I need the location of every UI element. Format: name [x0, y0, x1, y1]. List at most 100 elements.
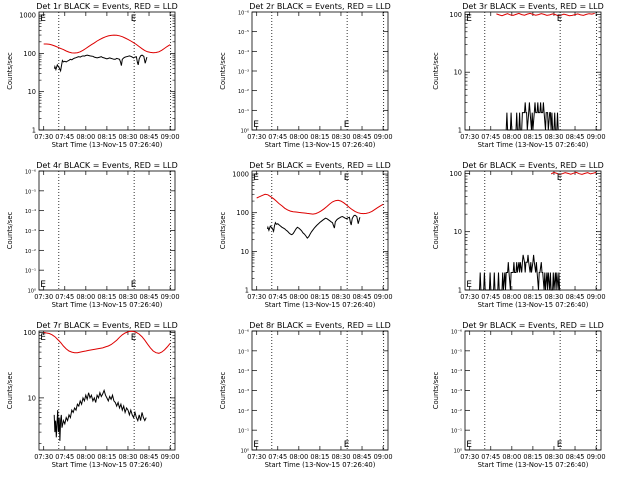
- x-tick-label: 08:45: [140, 133, 159, 141]
- chart-title: Det 9r BLACK = Events, RED = LLD: [462, 321, 604, 330]
- x-tick-label: 08:00: [502, 293, 521, 301]
- x-tick-label: 09:00: [161, 133, 180, 141]
- y-tick-label: 10⁻⁴: [25, 209, 36, 215]
- events-series-line: [266, 214, 361, 239]
- y-tick-label: 10: [241, 248, 249, 256]
- x-tick-label: 09:00: [587, 133, 606, 141]
- x-tick-label: 09:00: [161, 293, 180, 301]
- e-marker: E: [466, 280, 472, 290]
- x-tick-label: 08:15: [310, 453, 329, 461]
- e-marker: E: [40, 333, 46, 343]
- x-tick-label: 08:00: [289, 453, 308, 461]
- y-tick-label: 10⁻¹: [451, 429, 462, 435]
- y-tick-label: 10⁻²: [451, 409, 462, 415]
- e-marker: E: [131, 333, 137, 343]
- e-marker: E: [557, 173, 563, 183]
- lld-series-line: [43, 34, 171, 54]
- y-tick-label: 10⁰: [241, 129, 249, 135]
- plot-frame: [38, 170, 176, 291]
- x-tick-label: 08:30: [331, 133, 350, 141]
- x-tick-label: 08:15: [523, 293, 542, 301]
- events-series-line: [53, 388, 147, 441]
- y-axis-label: Counts/sec: [432, 52, 440, 90]
- y-tick-label: 10⁻⁶: [25, 170, 36, 176]
- x-tick-label: 08:45: [353, 453, 372, 461]
- x-tick-label: 07:30: [460, 133, 479, 141]
- y-tick-label: 10⁻³: [25, 229, 36, 235]
- x-tick-label: 08:45: [353, 293, 372, 301]
- x-tick-label: 07:45: [268, 133, 287, 141]
- y-axis-label: Counts/sec: [6, 212, 14, 250]
- e-marker: E: [131, 280, 137, 290]
- x-tick-label: 08:00: [76, 293, 95, 301]
- plot-frame: [38, 11, 176, 131]
- x-tick-label: 08:00: [289, 293, 308, 301]
- y-axis-label: Counts/sec: [219, 52, 227, 90]
- x-axis-label: Start Time (13-Nov-15 07:26:40): [52, 461, 163, 469]
- x-tick-label: 08:45: [140, 293, 159, 301]
- x-tick-label: 08:45: [566, 453, 585, 461]
- x-axis-label: Start Time (13-Nov-15 07:26:40): [52, 301, 163, 309]
- e-marker: E: [40, 280, 46, 290]
- y-tick-label: 100: [23, 329, 36, 337]
- x-axis-label: Start Time (13-Nov-15 07:26:40): [478, 301, 589, 309]
- y-tick-label: 10: [454, 69, 462, 77]
- x-tick-label: 07:45: [268, 293, 287, 301]
- chart-panel-8: Det 8r BLACK = Events, RED = LLD 07:30 07:…: [219, 321, 393, 469]
- plot-frame: [464, 330, 602, 451]
- y-tick-label: 10⁻¹: [238, 429, 249, 435]
- x-tick-label: 08:15: [523, 133, 542, 141]
- x-tick-label: 07:30: [460, 453, 479, 461]
- y-tick-label: 1000: [19, 12, 36, 20]
- e-marker: E: [40, 14, 46, 24]
- chart-panel-3: Det 3r BLACK = Events, RED = LLD 07:30 07:…: [432, 2, 606, 149]
- plot-frame: [464, 11, 602, 131]
- x-tick-label: 07:45: [55, 453, 74, 461]
- plot-frame: [251, 330, 389, 451]
- y-axis-label: Counts/sec: [432, 372, 440, 410]
- lld-series-line: [43, 330, 171, 354]
- x-tick-label: 08:00: [289, 133, 308, 141]
- x-tick-label: 07:45: [268, 453, 287, 461]
- y-tick-label: 10⁻⁵: [451, 349, 462, 355]
- chart-title: Det 6r BLACK = Events, RED = LLD: [462, 161, 604, 170]
- x-tick-label: 08:30: [118, 453, 137, 461]
- x-tick-label: 08:30: [544, 293, 563, 301]
- y-tick-label: 100: [23, 50, 36, 58]
- y-tick-label: 10: [28, 88, 36, 96]
- y-tick-label: 10⁻²: [25, 249, 36, 255]
- x-tick-label: 09:00: [374, 453, 393, 461]
- chart-panel-9: Det 9r BLACK = Events, RED = LLD 07:30 07:…: [432, 321, 606, 469]
- x-tick-label: 07:30: [247, 133, 266, 141]
- y-tick-label: 10⁻⁶: [451, 330, 462, 336]
- x-tick-label: 08:15: [310, 293, 329, 301]
- e-marker: E: [253, 120, 259, 130]
- x-tick-label: 07:30: [34, 133, 53, 141]
- x-tick-label: 08:45: [353, 133, 372, 141]
- y-tick-label: 10: [28, 394, 36, 402]
- chart-title: Det 1r BLACK = Events, RED = LLD: [36, 2, 178, 11]
- e-marker: E: [344, 440, 350, 450]
- x-tick-label: 08:15: [97, 453, 116, 461]
- lld-series-line: [496, 12, 595, 17]
- plot-frame: [464, 170, 602, 291]
- e-marker: E: [466, 440, 472, 450]
- lld-series-line: [550, 171, 597, 175]
- x-tick-label: 07:30: [34, 293, 53, 301]
- chart-panel-5: Det 5r BLACK = Events, RED = LLD 07:30 07:…: [219, 161, 393, 309]
- chart-panel-4: Det 4r BLACK = Events, RED = LLD 07:30 07:…: [6, 161, 180, 309]
- x-tick-label: 08:30: [118, 293, 137, 301]
- chart-title: Det 3r BLACK = Events, RED = LLD: [462, 2, 604, 11]
- x-tick-label: 08:15: [97, 293, 116, 301]
- x-axis-label: Start Time (13-Nov-15 07:26:40): [265, 141, 376, 149]
- events-series-line: [505, 102, 559, 131]
- chart-panel-7: Det 7r BLACK = Events, RED = LLD 07:30 07:…: [6, 321, 180, 469]
- chart-title: Det 5r BLACK = Events, RED = LLD: [249, 161, 391, 170]
- y-tick-label: 10⁻³: [451, 389, 462, 395]
- y-tick-label: 10⁻⁵: [238, 30, 249, 36]
- x-tick-label: 07:30: [34, 453, 53, 461]
- x-tick-label: 08:00: [76, 133, 95, 141]
- chart-title: Det 4r BLACK = Events, RED = LLD: [36, 161, 178, 170]
- e-marker: E: [466, 14, 472, 24]
- y-tick-label: 10⁻¹: [25, 269, 36, 275]
